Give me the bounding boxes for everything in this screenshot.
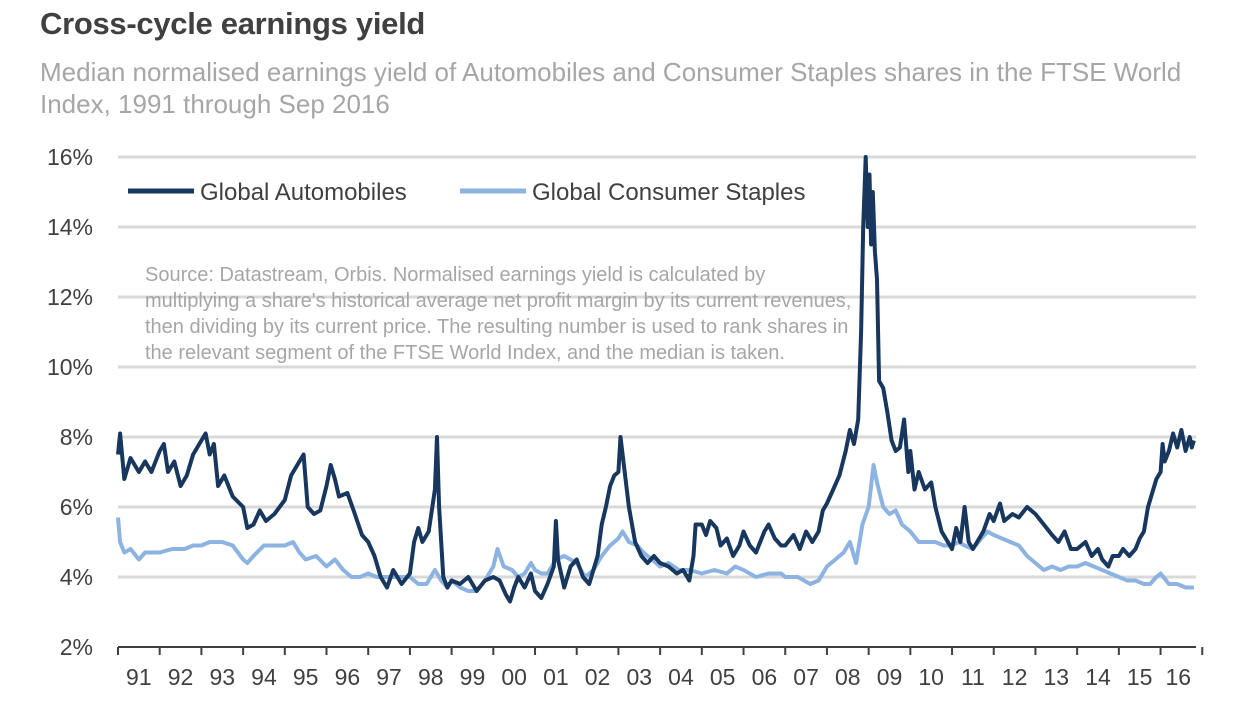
y-tick-label: 16%	[47, 144, 93, 170]
source-note: Source: Datastream, Orbis. Normalised ea…	[145, 264, 852, 364]
x-tick-label: 12	[1002, 664, 1028, 690]
x-tick-label: 13	[1044, 664, 1070, 690]
x-tick-label: 91	[126, 664, 152, 690]
x-tick-label: 99	[460, 664, 486, 690]
x-tick-label: 94	[251, 664, 277, 690]
x-tick-label: 16	[1165, 664, 1191, 690]
x-tick-label: 10	[918, 664, 944, 690]
x-tick-label: 95	[293, 664, 319, 690]
y-tick-label: 12%	[47, 284, 93, 310]
y-tick-label: 14%	[47, 214, 93, 240]
x-tick-label: 07	[793, 664, 819, 690]
x-tick-label: 11	[961, 664, 985, 690]
series-lines	[116, 155, 1196, 604]
y-tick-label: 10%	[47, 354, 93, 380]
y-tick-label: 8%	[60, 424, 93, 450]
x-tick-label: 96	[335, 664, 361, 690]
x-tick-label: 92	[168, 664, 194, 690]
x-tick-label: 05	[710, 664, 736, 690]
y-tick-label: 2%	[60, 634, 93, 660]
x-tick-label: 93	[209, 664, 235, 690]
series-line-global-consumer-staples	[116, 463, 1194, 593]
legend: Global Automobiles Global Consumer Stapl…	[128, 179, 805, 206]
series-line-global-automobiles	[116, 155, 1196, 604]
x-tick-label: 97	[376, 664, 402, 690]
x-tick-label: 04	[668, 664, 694, 690]
y-tick-label: 4%	[60, 564, 93, 590]
x-tick-label: 03	[626, 664, 652, 690]
y-axis-tick-labels: 2% 4% 6% 8% 10% 12% 14% 16%	[47, 144, 93, 660]
x-tick-label: 00	[501, 664, 527, 690]
y-tick-label: 6%	[60, 494, 93, 520]
x-tick-label: 01	[543, 664, 569, 690]
chart-subtitle: Median normalised earnings yield of Auto…	[40, 57, 1182, 119]
x-tick-label: 08	[835, 664, 861, 690]
x-tick-label: 98	[418, 664, 444, 690]
legend-label-global-automobiles: Global Automobiles	[200, 179, 407, 206]
grid-lines	[118, 155, 1196, 579]
chart-title: Cross-cycle earnings yield	[40, 6, 426, 41]
x-tick-label: 14	[1085, 664, 1111, 690]
x-tick-label: 02	[585, 664, 611, 690]
legend-label-global-consumer-staples: Global Consumer Staples	[532, 179, 805, 206]
x-tick-label: 15	[1127, 664, 1153, 690]
x-tick-label: 09	[877, 664, 903, 690]
x-axis: 91 92 93 94 95 96 97 98 99 00 01 02 03 04 05 06 07 08 09 10…	[117, 646, 1204, 690]
x-tick-label: 06	[752, 664, 778, 690]
